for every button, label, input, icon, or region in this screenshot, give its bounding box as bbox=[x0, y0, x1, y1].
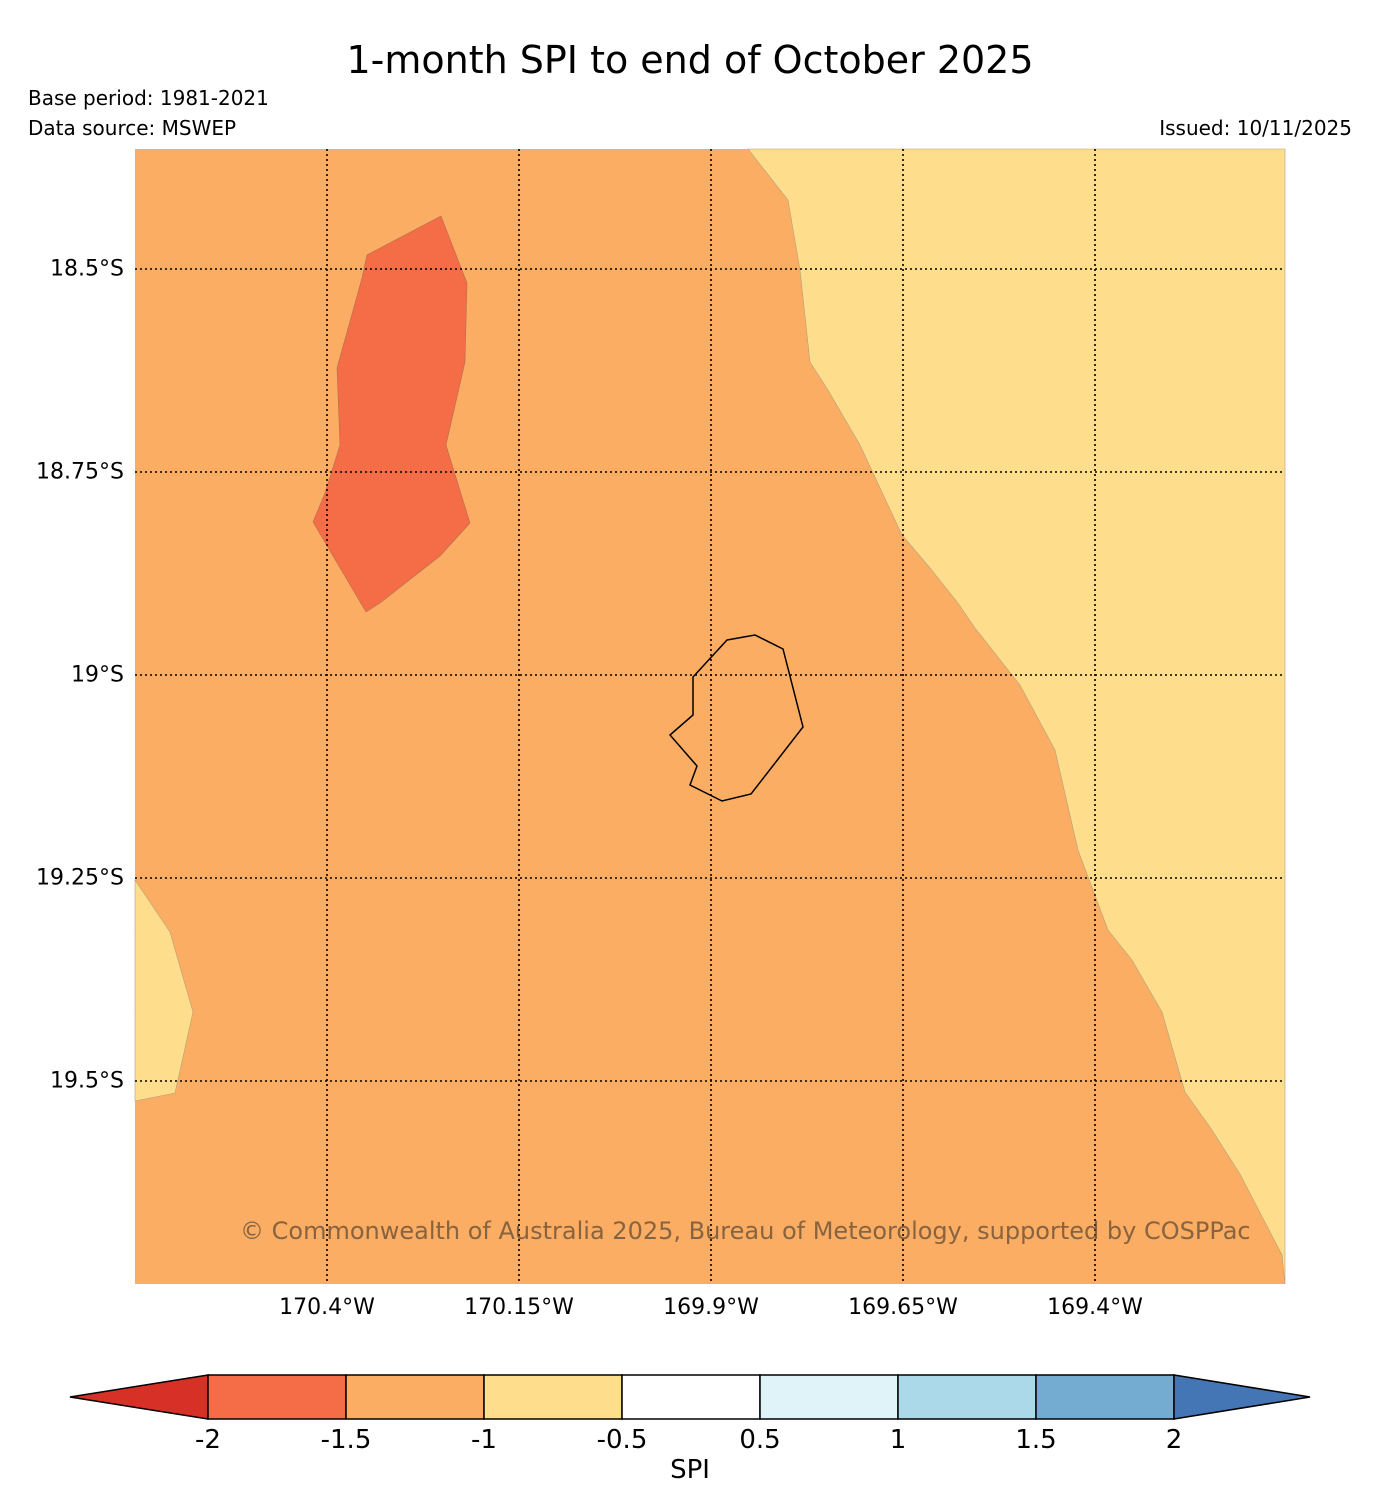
lon-label: 169.9°W bbox=[663, 1295, 759, 1320]
colorbar-tick: 0.5 bbox=[739, 1425, 781, 1455]
colorbar-bin bbox=[897, 1374, 1037, 1420]
colorbar-tick: 2 bbox=[1165, 1425, 1183, 1455]
colorbar-tick: -0.5 bbox=[596, 1425, 648, 1455]
lon-label: 169.65°W bbox=[848, 1295, 958, 1320]
map-title: 1-month SPI to end of October 2025 bbox=[346, 38, 1034, 82]
issued-date-text: Issued: 10/11/2025 bbox=[1159, 116, 1352, 140]
island-outline bbox=[668, 634, 804, 802]
colorbar-bin bbox=[621, 1374, 761, 1420]
lat-label: 19.25°S bbox=[36, 865, 124, 891]
lon-label: 169.4°W bbox=[1047, 1295, 1143, 1320]
colorbar-tick: 1 bbox=[889, 1425, 907, 1455]
lat-label: 18.75°S bbox=[36, 459, 124, 485]
lat-label: 18.5°S bbox=[50, 256, 124, 282]
lon-label: 170.4°W bbox=[279, 1295, 375, 1320]
region-very-dry-patch bbox=[312, 215, 471, 613]
colorbar-tick: 1.5 bbox=[1015, 1425, 1057, 1455]
colorbar-bin bbox=[483, 1374, 623, 1420]
colorbar-tick: -1 bbox=[471, 1425, 497, 1455]
colorbar-bin bbox=[345, 1374, 485, 1420]
region-moderate-southwest bbox=[134, 879, 194, 1102]
colorbar-tick: -2 bbox=[195, 1425, 221, 1455]
colorbar-tick: -1.5 bbox=[320, 1425, 372, 1455]
lat-label: 19.5°S bbox=[50, 1068, 124, 1094]
base-period-text: Base period: 1981-2021 bbox=[28, 86, 269, 110]
copyright-notice: © Commonwealth of Australia 2025, Bureau… bbox=[240, 1217, 1251, 1245]
graticule bbox=[135, 149, 1285, 1284]
colorbar-bin bbox=[207, 1374, 347, 1420]
colorbar-extend-max bbox=[1173, 1374, 1311, 1420]
data-source-text: Data source: MSWEP bbox=[28, 116, 237, 140]
region-moderate-east bbox=[747, 148, 1286, 1285]
colorbar-extend-min bbox=[69, 1374, 209, 1420]
colorbar-bin bbox=[1035, 1374, 1175, 1420]
lat-label: 19°S bbox=[71, 662, 124, 688]
colorbar-bin bbox=[759, 1374, 899, 1420]
colorbar bbox=[69, 1374, 1311, 1420]
lon-label: 170.15°W bbox=[464, 1295, 574, 1320]
colorbar-label: SPI bbox=[670, 1455, 710, 1485]
